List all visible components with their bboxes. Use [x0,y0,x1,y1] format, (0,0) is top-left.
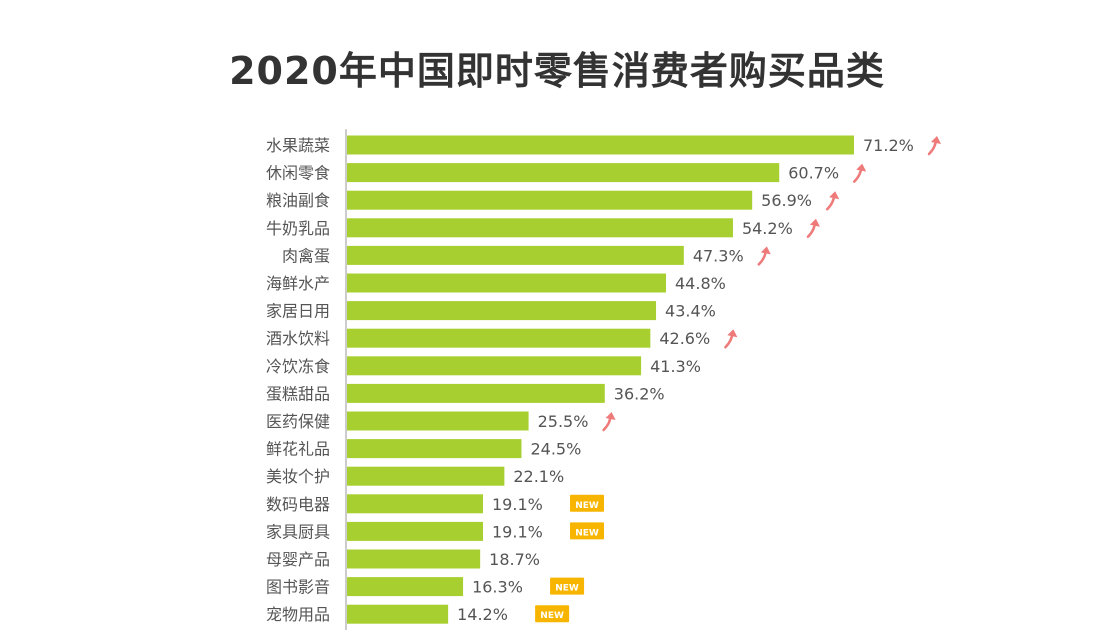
new-badge-label: NEW [575,528,599,538]
bar [347,356,642,376]
value-label: 44.8% [675,274,726,293]
bar [347,439,522,459]
new-badge [550,577,585,595]
category-label: 海鲜水产 [266,274,330,293]
value-label: 36.2% [614,384,665,403]
value-label: 41.3% [650,357,701,376]
arrow-head-icon [829,191,840,200]
bar [347,494,484,514]
new-badge [535,605,570,623]
category-label: 家具厨具 [266,522,330,541]
category-label: 鲜花礼品 [266,440,330,459]
value-label: 22.1% [513,467,564,486]
new-badge-label: NEW [540,611,564,621]
bar [347,549,481,569]
arrow-head-icon [727,329,738,338]
category-label: 母婴产品 [266,550,330,569]
bar [347,577,464,597]
value-label: 19.1% [492,522,543,541]
arrow-head-icon [605,412,616,420]
category-label: 蛋糕甜品 [266,384,330,403]
category-label: 休闲零食 [266,164,330,183]
bar [347,328,651,348]
value-label: 19.1% [492,495,543,514]
arrow-head-icon [809,218,820,227]
category-label: 肉禽蛋 [282,246,330,265]
bar [347,521,484,541]
value-label: 25.5% [538,412,589,431]
value-label: 60.7% [788,164,839,183]
category-label: 粮油副食 [266,191,330,210]
value-label: 24.5% [530,440,581,459]
new-badge [570,494,605,512]
bar [347,245,684,265]
arrow-head-icon [931,136,941,144]
bar [347,135,854,155]
bar [347,301,657,321]
value-label: 54.2% [742,219,793,238]
value-label: 47.3% [693,246,744,265]
new-badge-label: NEW [575,501,599,511]
bar [347,218,733,238]
value-label: 71.2% [863,136,914,155]
value-label: 43.4% [665,302,716,321]
bar [347,273,667,293]
value-label: 16.3% [472,578,523,597]
bar [347,163,780,183]
value-label: 14.2% [457,605,508,624]
arrow-head-icon [856,163,867,172]
category-label: 冷饮冻食 [266,357,330,376]
bar [347,604,449,624]
bar [347,383,605,403]
new-badge-label: NEW [555,584,579,594]
category-label: 数码电器 [266,495,330,514]
value-label: 56.9% [761,191,812,210]
category-label: 水果蔬菜 [266,136,330,155]
bar [347,466,505,486]
category-label: 牛奶乳品 [266,219,330,238]
new-badge [570,522,605,540]
value-label: 18.7% [489,550,540,569]
category-label: 宠物用品 [266,605,330,624]
category-label: 酒水饮料 [266,329,330,348]
category-label: 美妆个护 [266,467,330,486]
category-label: 医药保健 [266,412,330,431]
category-label: 家居日用 [266,302,330,321]
arrow-head-icon [760,246,771,255]
value-label: 42.6% [659,329,710,348]
category-label: 图书影音 [266,578,330,597]
chart-title: 2020年中国即时零售消费者购买品类 [229,49,885,93]
bar [347,190,753,210]
bar [347,411,529,431]
